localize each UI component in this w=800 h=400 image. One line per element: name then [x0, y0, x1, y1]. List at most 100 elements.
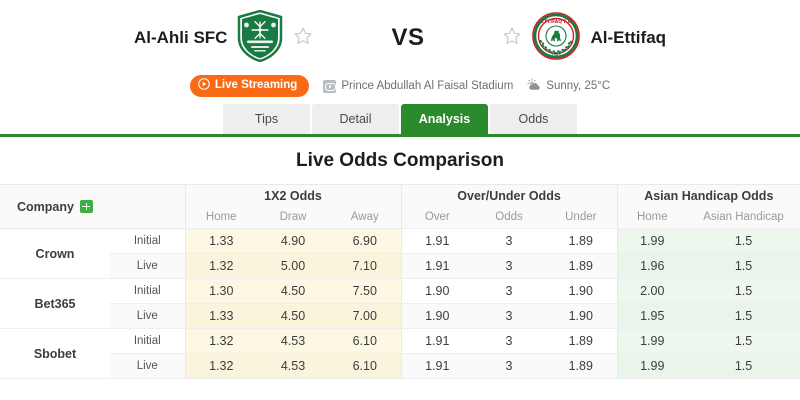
- phase-label: Initial: [110, 228, 185, 254]
- cell-ou-odds: 3: [473, 253, 546, 279]
- table-row[interactable]: Crown Initial 1.33 4.90 6.90 1.91 3 1.89…: [0, 228, 800, 279]
- cell-ou-odds: 3: [473, 328, 546, 354]
- cell-over: 1.91: [400, 253, 474, 279]
- table-row[interactable]: Live 1.32 5.00 7.10 1.91 3 1.89 1.96 1.5: [0, 253, 800, 279]
- tab-odds-label: Odds: [518, 112, 549, 126]
- stadium-info: Prince Abdullah Al Faisal Stadium: [323, 79, 514, 93]
- vs-label: VS: [391, 24, 425, 51]
- table-row[interactable]: Live 1.33 4.50 7.00 1.90 3 1.90 1.95 1.5: [0, 303, 800, 329]
- phase-label: Initial: [110, 328, 185, 354]
- tab-detail-label: Detail: [339, 112, 372, 126]
- phase-label: Live: [110, 353, 185, 379]
- column-header-row: Home Draw Away Over Odds Under Home Asia…: [0, 206, 800, 229]
- table-head: Company 1X2 Odds Over/Under Odds Asian H…: [0, 184, 800, 229]
- cell-under: 1.89: [545, 228, 618, 254]
- stadium-icon: [323, 79, 337, 93]
- cell-over: 1.91: [400, 328, 474, 354]
- col-header-1x2-home: Home: [184, 206, 257, 229]
- cell-ah-line: 1.5: [687, 353, 800, 379]
- cell-ah-home: 1.99: [616, 228, 688, 254]
- cell-1x2-away: 6.10: [329, 328, 402, 354]
- star-outline-icon[interactable]: [502, 26, 522, 51]
- tab-bar: Tips Detail Analysis Odds: [0, 104, 800, 137]
- cell-1x2-draw: 4.50: [257, 303, 329, 329]
- col-header-1x2-draw: Draw: [257, 206, 329, 229]
- cell-1x2-home: 1.32: [184, 353, 257, 379]
- cell-ou-odds: 3: [473, 303, 546, 329]
- tab-tips[interactable]: Tips: [223, 104, 310, 134]
- stadium-name: Prince Abdullah Al Faisal Stadium: [341, 80, 514, 92]
- cell-1x2-draw: 4.53: [257, 328, 329, 354]
- live-streaming-label: Live Streaming: [214, 79, 298, 92]
- plus-badge-icon[interactable]: [79, 200, 93, 213]
- cell-1x2-home: 1.33: [184, 303, 257, 329]
- cell-1x2-home: 1.32: [184, 253, 257, 279]
- cell-1x2-away: 6.90: [329, 228, 402, 254]
- cell-ou-odds: 3: [473, 353, 546, 379]
- col-header-asian-handicap: Asian Handicap: [687, 206, 800, 229]
- tab-analysis[interactable]: Analysis: [401, 104, 488, 134]
- live-streaming-button[interactable]: Live Streaming: [189, 75, 310, 97]
- page-title: Live Odds Comparison: [296, 150, 504, 171]
- tab-detail[interactable]: Detail: [312, 104, 399, 134]
- svg-text:ETTIFAQ F.C: ETTIFAQ F.C: [541, 19, 572, 25]
- tab-tips-label: Tips: [254, 112, 279, 126]
- tab-analysis-label: Analysis: [418, 112, 471, 126]
- cell-under: 1.89: [545, 253, 618, 279]
- cell-ah-home: 1.95: [616, 303, 688, 329]
- group-header-row: Company 1X2 Odds Over/Under Odds Asian H…: [0, 184, 800, 229]
- home-team-block[interactable]: Al-Ahli SFC: [133, 9, 314, 67]
- group-header-1x2: 1X2 Odds: [184, 184, 402, 207]
- away-team-block[interactable]: ETTIFAQ F.C 1945 Al-Ettifaq: [502, 11, 667, 65]
- cell-under: 1.90: [545, 278, 618, 304]
- table-row[interactable]: Sbobet Initial 1.32 4.53 6.10 1.91 3 1.8…: [0, 328, 800, 379]
- phase-label: Live: [110, 303, 185, 329]
- company-name-bet365[interactable]: Bet365: [0, 278, 110, 329]
- cell-1x2-home: 1.32: [184, 328, 257, 354]
- cell-ah-line: 1.5: [687, 278, 800, 304]
- cell-ou-odds: 3: [473, 228, 546, 254]
- col-header-ou-odds: Odds: [473, 206, 546, 229]
- match-meta-row: Live Streaming Prince Abdullah Al Faisal…: [0, 72, 800, 100]
- phase-label: Initial: [110, 278, 185, 304]
- live-odds-table: Company 1X2 Odds Over/Under Odds Asian H…: [0, 184, 800, 379]
- cell-1x2-away: 6.10: [329, 353, 402, 379]
- cell-ah-line: 1.5: [687, 328, 800, 354]
- cell-ah-line: 1.5: [687, 228, 800, 254]
- company-header: Company: [0, 184, 110, 229]
- company-name-crown[interactable]: Crown: [0, 228, 110, 279]
- tab-odds[interactable]: Odds: [490, 104, 577, 134]
- cell-over: 1.91: [400, 353, 474, 379]
- cell-ah-home: 2.00: [616, 278, 688, 304]
- weather-info: Sunny, 25°C: [527, 78, 610, 94]
- away-team-name: Al-Ettifaq: [590, 28, 667, 47]
- col-header-1x2-away: Away: [329, 206, 402, 229]
- company-name-sbobet[interactable]: Sbobet: [0, 328, 110, 379]
- cell-under: 1.89: [545, 328, 618, 354]
- weather-text: Sunny, 25°C: [546, 80, 611, 92]
- al-ahli-sfc-crest-icon: [237, 9, 283, 67]
- home-team-name: Al-Ahli SFC: [133, 28, 228, 47]
- cell-over: 1.90: [400, 303, 474, 329]
- col-header-ah-home: Home: [616, 206, 688, 229]
- star-outline-icon[interactable]: [293, 26, 313, 51]
- group-header-asian-handicap: Asian Handicap Odds: [616, 184, 800, 207]
- cell-1x2-draw: 4.53: [257, 353, 329, 379]
- play-circle-icon: [198, 78, 210, 94]
- table-row[interactable]: Live 1.32 4.53 6.10 1.91 3 1.89 1.99 1.5: [0, 353, 800, 379]
- cell-ah-home: 1.99: [616, 353, 688, 379]
- cell-ah-home: 1.96: [616, 253, 688, 279]
- phase-header-spacer: [110, 184, 185, 229]
- cell-under: 1.89: [545, 353, 618, 379]
- cell-1x2-draw: 5.00: [257, 253, 329, 279]
- cell-1x2-home: 1.33: [184, 228, 257, 254]
- al-ettifaq-crest-icon: ETTIFAQ F.C 1945: [532, 11, 581, 65]
- match-header: Al-Ahli SFC: [0, 0, 800, 70]
- svg-text:1945: 1945: [552, 53, 562, 57]
- cell-ah-home: 1.99: [616, 328, 688, 354]
- cell-over: 1.91: [400, 228, 474, 254]
- table-body: Crown Initial 1.33 4.90 6.90 1.91 3 1.89…: [0, 228, 800, 379]
- cell-over: 1.90: [400, 278, 474, 304]
- table-row[interactable]: Bet365 Initial 1.30 4.50 7.50 1.90 3 1.9…: [0, 278, 800, 329]
- group-header-over-under: Over/Under Odds: [400, 184, 618, 207]
